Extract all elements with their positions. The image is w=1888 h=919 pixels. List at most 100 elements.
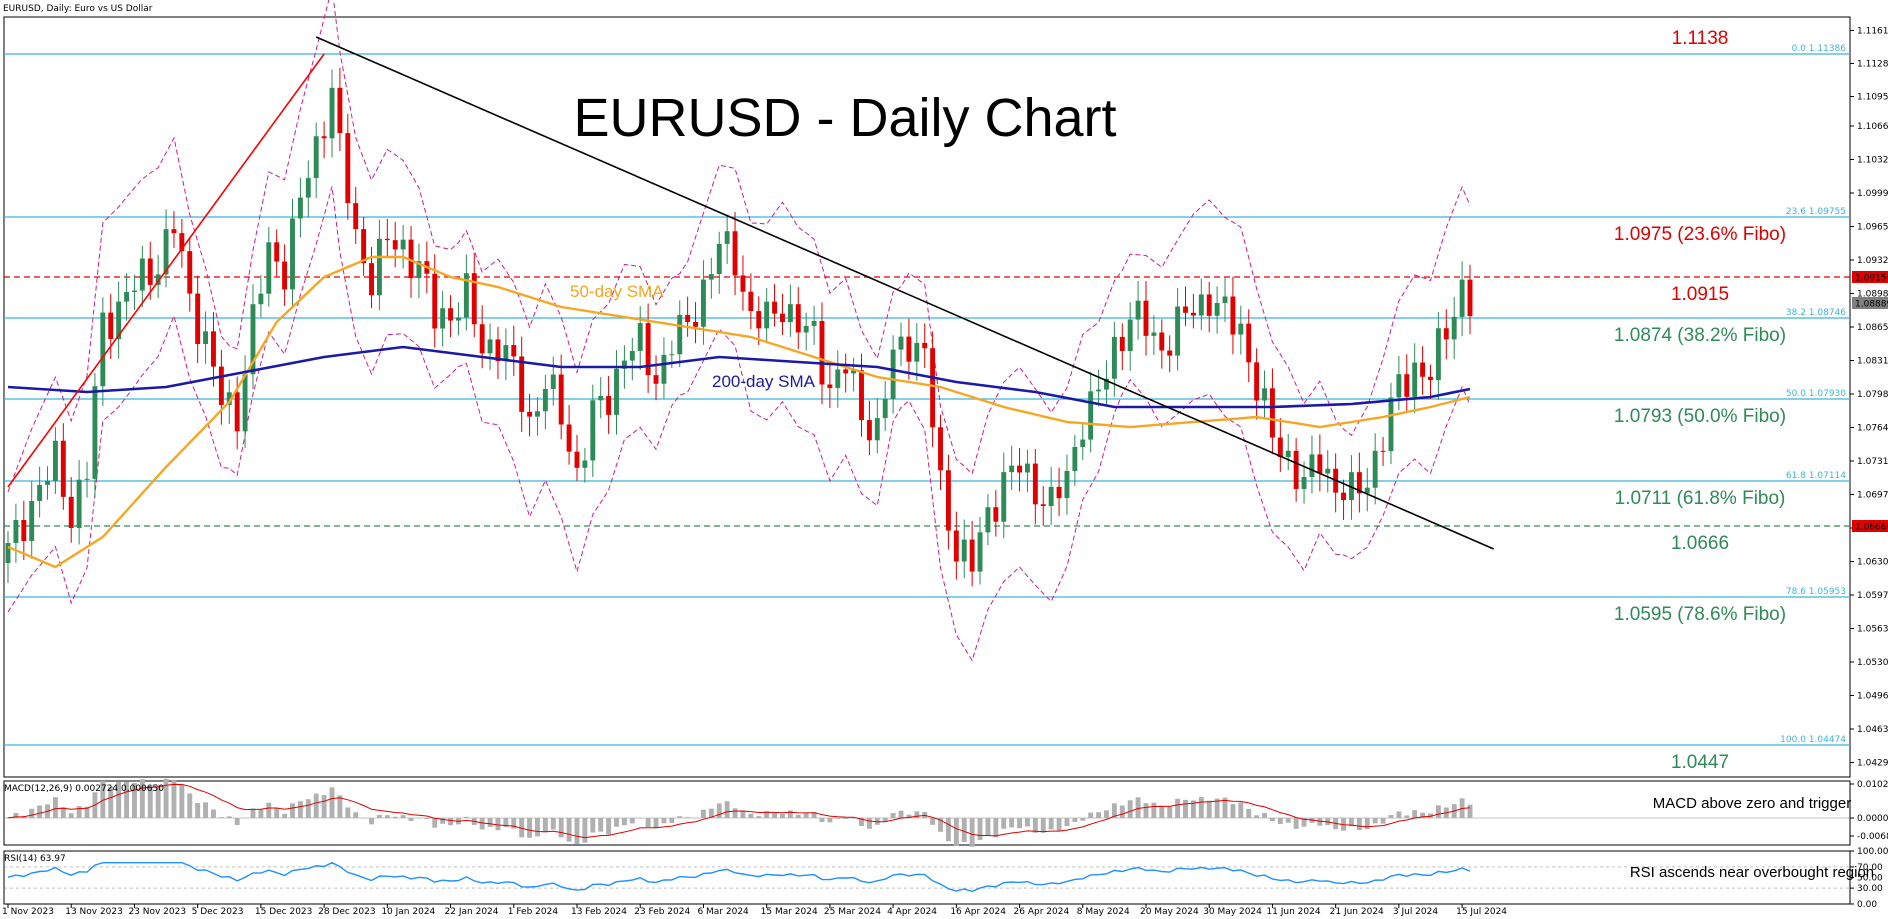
- candle-body: [84, 478, 90, 480]
- candle-body: [1214, 302, 1220, 316]
- candle-body: [440, 308, 446, 329]
- candle-body: [685, 314, 691, 323]
- price-tick-label: 1.06975: [1857, 491, 1888, 501]
- candle-body: [938, 427, 943, 471]
- candle-body: [487, 339, 493, 354]
- macd-hist-bar: [147, 785, 153, 818]
- macd-hist-bar: [700, 809, 706, 818]
- candle-body: [456, 317, 461, 321]
- candle-body: [1451, 316, 1457, 340]
- price-tag-label: 1.08889: [1855, 300, 1888, 310]
- candle-body: [1104, 378, 1109, 390]
- time-axis: 1 Nov 2023 13 Nov 2023 23 Nov 2023 5 Dec 20…: [2, 904, 1507, 917]
- candle-body: [756, 311, 762, 329]
- macd-hist-bar: [1096, 812, 1102, 818]
- level-label-0: 1.1138: [1672, 28, 1729, 49]
- candle-body: [60, 440, 66, 497]
- macd-hist-bar: [376, 815, 382, 818]
- macd-hist-bar: [614, 818, 619, 827]
- rsi-line: [7, 861, 1471, 893]
- macd-hist-bar: [953, 818, 959, 846]
- candle-body: [574, 451, 580, 468]
- macd-tick-label: 0.010256: [1857, 780, 1888, 790]
- macd-hist-bar: [297, 801, 303, 818]
- candle-body: [13, 520, 19, 543]
- macd-hist-bar: [1104, 810, 1109, 818]
- candle-body: [835, 369, 841, 388]
- fibo-sublabel-0: 0.0 1.11386: [1792, 44, 1847, 54]
- candle-body: [1356, 472, 1362, 494]
- candle-body: [1380, 450, 1386, 452]
- macd-hist-bar: [479, 818, 485, 830]
- time-tick-label: 23 Nov 2023: [128, 907, 186, 917]
- candle-body: [313, 136, 319, 179]
- fibo-sublabel-7: 78.6 1.05953: [1786, 587, 1846, 597]
- candle-body: [851, 370, 857, 374]
- macd-hist-bar: [1222, 797, 1228, 818]
- sma200-label: 200-day SMA: [712, 372, 816, 391]
- candle-body: [621, 360, 627, 369]
- macd-hist-bar: [851, 818, 857, 819]
- candle-body: [945, 470, 951, 531]
- macd-hist-bar: [740, 810, 746, 818]
- rsi-note: RSI ascends near overbought region: [1630, 864, 1874, 881]
- time-tick-label: 1 Feb 2024: [508, 907, 559, 917]
- candle-body: [716, 243, 722, 275]
- macd-hist-bar: [930, 818, 936, 825]
- time-tick-label: 25 Mar 2024: [824, 907, 881, 917]
- macd-hist-bar: [108, 786, 114, 818]
- macd-hist-bar: [52, 797, 58, 818]
- macd-hist-bar: [163, 778, 169, 818]
- macd-panel: 0.010256 0.000000 -0.006867: [4, 778, 1888, 847]
- macd-hist-bar: [1317, 818, 1323, 826]
- candle-body: [345, 133, 351, 204]
- candle-body: [969, 539, 975, 572]
- macd-hist-bar: [558, 818, 564, 838]
- macd-hist-bar: [1372, 818, 1378, 824]
- candle-body: [819, 321, 825, 385]
- macd-hist-bar: [1088, 812, 1094, 818]
- time-tick-label: 8 May 2024: [1077, 907, 1130, 917]
- macd-hist-bar: [566, 818, 572, 842]
- candle-body: [535, 411, 540, 417]
- candle-body: [155, 274, 161, 285]
- candle-body: [1238, 323, 1244, 335]
- macd-hist-bar: [1040, 818, 1046, 833]
- macd-hist-bar: [187, 793, 193, 818]
- candle-body: [68, 496, 74, 528]
- candle-body: [859, 370, 864, 421]
- candle-body: [218, 366, 224, 405]
- rsi-tick-label: 50.00: [1857, 874, 1883, 884]
- macd-hist-bar: [835, 818, 841, 819]
- time-tick-label: 28 Dec 2023: [318, 907, 376, 917]
- candle-body: [1032, 463, 1038, 505]
- candle-body: [1064, 470, 1070, 499]
- candle-body: [550, 374, 556, 390]
- macd-hist-bar: [843, 818, 849, 820]
- candle-body: [1364, 487, 1370, 494]
- price-tick-label: 1.10660: [1857, 122, 1888, 132]
- macd-hist-bar: [392, 816, 398, 818]
- candle-body: [1435, 328, 1441, 381]
- candle-body: [1254, 362, 1260, 401]
- macd-hist-bar: [361, 818, 367, 819]
- candle-body: [495, 339, 501, 362]
- macd-hist-bar: [226, 816, 232, 818]
- fibo-levels: 1.1138 0.0 1.11386 1.0975 (23.6% Fibo)23.6…: [4, 28, 1850, 773]
- macd-hist-bar: [621, 818, 627, 826]
- price-tick-label: 1.11615: [1857, 27, 1888, 37]
- macd-hist-bar: [1254, 815, 1260, 818]
- candle-body: [361, 229, 367, 264]
- candle-body: [1088, 391, 1094, 440]
- candle-body: [305, 178, 311, 198]
- macd-tick-label: 0.000000: [1857, 814, 1888, 824]
- macd-hist-bar: [1404, 815, 1410, 818]
- price-tick-label: 1.05635: [1857, 625, 1888, 635]
- macd-hist-bar: [305, 799, 311, 818]
- macd-hist-bar: [938, 818, 943, 832]
- price-tag-bg: [1852, 271, 1888, 283]
- candle-body: [187, 251, 193, 294]
- price-tag-label: 1.09150: [1855, 274, 1888, 284]
- macd-hist-bar: [440, 818, 446, 824]
- macd-hist-bar: [511, 818, 517, 829]
